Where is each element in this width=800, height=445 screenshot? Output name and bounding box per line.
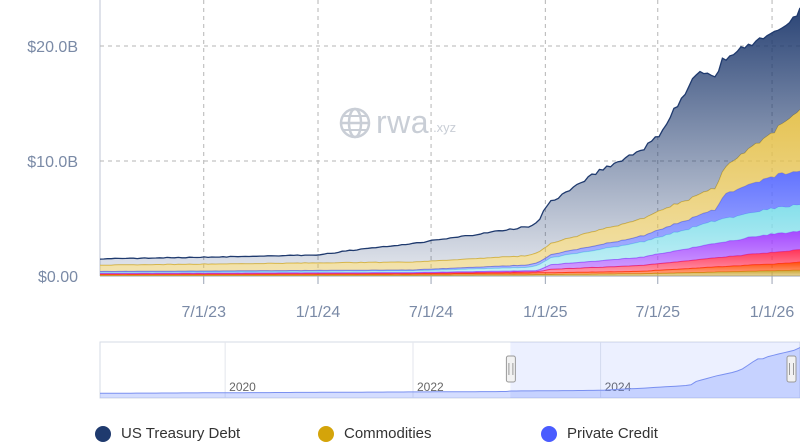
chart-legend: US Treasury Debt Commodities Private Cre… <box>0 425 800 445</box>
legend-item-private-credit[interactable]: Private Credit <box>541 425 658 442</box>
series-area-us-treasury-debt[interactable] <box>100 7 800 266</box>
navigator-area <box>100 347 800 398</box>
series-line-7 <box>99 7 800 260</box>
series-area-series-0[interactable] <box>100 270 800 276</box>
y-tick-label: $0.00 <box>38 269 78 286</box>
y-tick-label: $20.0B <box>27 39 78 56</box>
x-tick-label: 7/1/24 <box>409 304 454 321</box>
series-area-series-3[interactable] <box>100 230 800 274</box>
stacked-areas[interactable] <box>99 7 800 276</box>
legend-item-commodities[interactable]: Commodities <box>318 425 432 442</box>
legend-item-us-treasury-debt[interactable]: US Treasury Debt <box>95 425 240 442</box>
watermark-brand: rwa <box>376 104 430 140</box>
rwa-watermark: rwa .xyz <box>338 104 456 141</box>
legend-label: Private Credit <box>567 425 658 442</box>
legend-swatch <box>541 425 557 442</box>
legend-swatch <box>95 425 111 442</box>
navigator-tick-label: 2020 <box>229 380 256 394</box>
globe-icon <box>339 107 371 138</box>
x-tick-label: 1/1/24 <box>296 304 341 321</box>
navigator-frame <box>99 341 800 399</box>
navigator-handle-left[interactable] <box>505 355 516 383</box>
navigator-handle-right[interactable] <box>786 355 797 383</box>
navigator-selection[interactable] <box>510 342 800 398</box>
series-area-series-4[interactable] <box>100 204 800 274</box>
range-navigator[interactable]: 2020 2022 2024 <box>99 341 800 399</box>
chart-axes: $0.00 $10.0B $20.0B 7/1/23 1/1/24 7/1/24 1/1/2… <box>27 39 794 321</box>
watermark-suffix: .xyz <box>433 120 457 135</box>
navigator-tick-label: 2022 <box>417 380 444 394</box>
x-tick-label: 7/1/25 <box>636 304 681 321</box>
navigator-line <box>100 346 800 394</box>
x-tick-label: 7/1/23 <box>181 304 226 321</box>
legend-swatch <box>318 425 334 442</box>
legend-label: Commodities <box>344 425 432 442</box>
x-tick-label: 1/1/25 <box>523 304 568 321</box>
x-tick-label: 1/1/26 <box>750 304 795 321</box>
y-tick-label: $10.0B <box>27 154 78 171</box>
series-area-commodities[interactable] <box>100 109 800 272</box>
navigator-tick-label: 2024 <box>605 380 632 394</box>
legend-label: US Treasury Debt <box>121 425 241 442</box>
series-area-series-2[interactable] <box>100 249 800 275</box>
